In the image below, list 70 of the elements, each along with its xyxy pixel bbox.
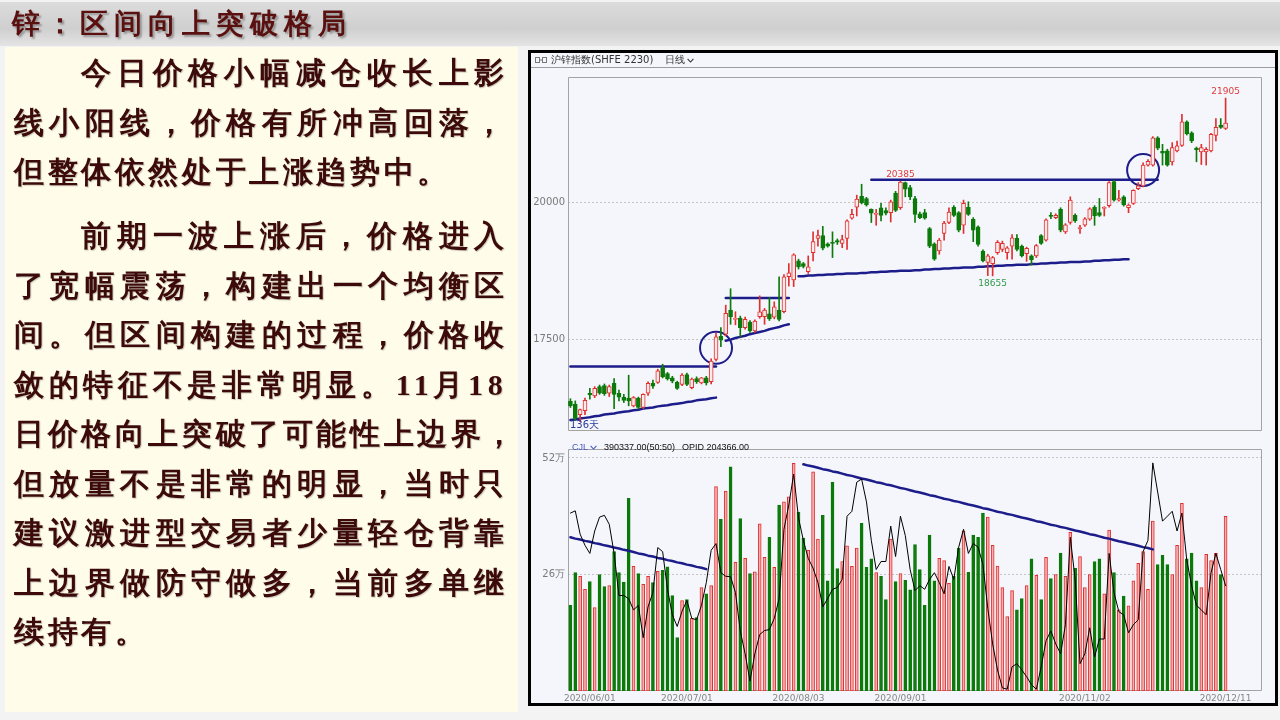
y-tick-label: 17500 bbox=[533, 332, 565, 344]
text: 锌：区间向上突破格局 bbox=[12, 7, 352, 41]
x-tick-label: 2020/06/01 bbox=[563, 692, 616, 703]
candlestick bbox=[927, 227, 932, 249]
candlestick bbox=[1121, 195, 1127, 207]
annotation: CJL bbox=[572, 442, 589, 452]
chart-subtitle: 日线 bbox=[665, 53, 686, 67]
candlestick bbox=[703, 375, 709, 386]
candlestick bbox=[1165, 148, 1170, 167]
candlestick bbox=[830, 231, 835, 258]
candlestick bbox=[868, 208, 874, 223]
y-tick-label: 52万 bbox=[542, 451, 565, 463]
y-tick-label: 26万 bbox=[542, 568, 565, 580]
text: 今日价格小幅减仓收长上影线小阳线，价格有所冲高回落，但整体依然处于上涨趋势中。 bbox=[14, 55, 512, 190]
x-tick-label: 2020/09/01 bbox=[874, 692, 927, 703]
candlestick bbox=[699, 377, 704, 385]
candlestick bbox=[966, 201, 971, 216]
annotation: 390337.00(50:50) bbox=[604, 442, 676, 452]
y-tick-label: 20000 bbox=[533, 195, 565, 207]
candlestick bbox=[597, 384, 602, 395]
candlestick bbox=[835, 238, 840, 245]
candlestick bbox=[864, 197, 869, 207]
candlestick bbox=[801, 262, 806, 269]
candlestick bbox=[1131, 189, 1136, 205]
candlestick bbox=[791, 253, 796, 287]
candlestick bbox=[1160, 143, 1165, 166]
candlestick bbox=[636, 396, 641, 410]
candlestick bbox=[1034, 244, 1039, 258]
candlestick bbox=[665, 372, 670, 381]
candlestick bbox=[1199, 143, 1204, 165]
annotation: 20385 bbox=[886, 169, 915, 180]
candlestick bbox=[796, 258, 801, 270]
candlestick bbox=[660, 363, 665, 379]
candlestick bbox=[1058, 207, 1063, 233]
candlestick bbox=[990, 256, 995, 277]
candlestick bbox=[592, 386, 598, 398]
annotation: 18655 bbox=[978, 277, 1007, 288]
x-tick-label: 2020/11/02 bbox=[1058, 692, 1111, 703]
chart-title: 沪锌指数(SHFE 2230) bbox=[551, 53, 654, 67]
x-tick-label: 2020/12/11 bbox=[1199, 692, 1252, 703]
candlestick bbox=[1097, 198, 1102, 217]
text: 前期一波上涨后，价格进入了宽幅震荡，构建出一个均衡区间。但区间构建的过程，价格收敛的特征不是非常明显。11月18日价格向上突破了可能性上边界，但放量不是非常的明显，当时只建议激进型交易者少量轻仓背靠上边界做防守做多，当前多单继续持有。 bbox=[14, 219, 518, 648]
candlestick bbox=[961, 199, 966, 234]
candlestick bbox=[1101, 206, 1107, 217]
candlestick bbox=[631, 396, 636, 408]
candlestick bbox=[1000, 240, 1005, 252]
candlestick bbox=[1063, 223, 1068, 234]
candlestick bbox=[956, 211, 962, 233]
candlestick bbox=[859, 183, 864, 205]
candlestick bbox=[1155, 136, 1160, 151]
annotation: 21905 bbox=[1211, 85, 1240, 96]
candlestick bbox=[1223, 97, 1228, 130]
candlestick bbox=[670, 375, 675, 384]
candlestick bbox=[1218, 118, 1224, 129]
candlestick bbox=[1092, 205, 1097, 226]
x-tick-label: 2020/07/01 bbox=[660, 692, 713, 703]
candlestick bbox=[602, 383, 607, 396]
candlestick bbox=[893, 191, 898, 212]
candlestick bbox=[932, 242, 937, 261]
candlestick bbox=[995, 240, 1000, 255]
candlestick bbox=[762, 308, 767, 325]
candlestick bbox=[767, 297, 772, 321]
candlestick bbox=[728, 288, 733, 325]
candlestick bbox=[694, 376, 699, 384]
candlestick bbox=[898, 180, 903, 210]
candlestick bbox=[1024, 246, 1029, 262]
candlestick bbox=[1116, 189, 1122, 202]
x-tick-label: 2020/08/03 bbox=[772, 692, 825, 703]
annotation: OPID 204366.00 bbox=[682, 442, 750, 452]
annotation: 136天 bbox=[570, 418, 600, 430]
